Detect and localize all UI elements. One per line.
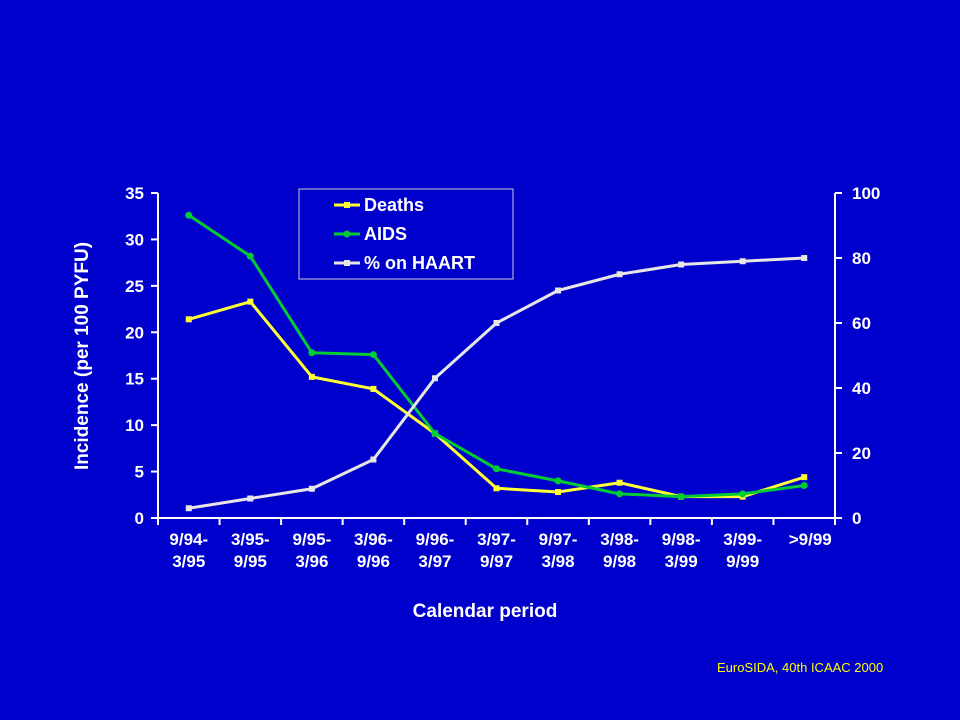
data-point xyxy=(185,316,192,323)
data-point xyxy=(678,261,685,268)
chart-axes: 0 5 10 15 20 25 30 35 0 20 40 60 80 100 9/94- 3/95 3/95-… xyxy=(125,184,880,571)
chart-legend: Deaths AIDS % on HAART xyxy=(298,188,514,280)
y-tick-label: 25 xyxy=(125,277,144,296)
legend-swatch-marker xyxy=(343,230,351,238)
y2-tick-label: 80 xyxy=(852,249,871,268)
data-point xyxy=(493,485,500,492)
data-point xyxy=(739,490,747,498)
x-tick-label: 9/96 xyxy=(357,552,390,571)
y-tick-label: 15 xyxy=(125,370,144,389)
x-tick-label: 9/98- xyxy=(662,530,701,549)
data-point xyxy=(308,485,315,492)
x-tick-label: 9/94- xyxy=(169,530,208,549)
data-point xyxy=(616,479,623,486)
legend-box xyxy=(298,188,514,280)
x-tick-label: 3/95- xyxy=(231,530,270,549)
y2-tick-label: 0 xyxy=(852,509,861,528)
data-point xyxy=(370,456,377,463)
source-note: EuroSIDA, 40th ICAAC 2000 xyxy=(717,660,884,675)
x-tick-label: 3/97 xyxy=(418,552,451,571)
x-tick-label: 3/96 xyxy=(295,552,328,571)
y-tick-label: 10 xyxy=(125,416,144,435)
x-tick-label: 9/95- xyxy=(292,530,331,549)
data-point xyxy=(616,490,624,498)
y-tick-label: 20 xyxy=(125,323,144,342)
data-point xyxy=(739,258,746,265)
data-point xyxy=(431,430,439,437)
x-tick-label: 3/98- xyxy=(600,530,639,549)
legend-swatch-marker xyxy=(344,202,350,208)
data-point xyxy=(185,505,192,512)
series-line-aids xyxy=(187,214,805,499)
x-tick-label: 3/99- xyxy=(723,530,762,549)
x-tick-label: 9/99 xyxy=(726,552,759,571)
data-point xyxy=(801,474,808,481)
data-point xyxy=(555,287,562,294)
data-point xyxy=(247,298,254,305)
data-point xyxy=(554,477,562,485)
data-point xyxy=(801,255,808,261)
y2-tick-label: 100 xyxy=(852,184,880,203)
x-tick-label: 9/97 xyxy=(480,552,513,571)
x-axis-title: Calendar period xyxy=(413,601,558,622)
data-point xyxy=(493,320,500,326)
legend-label: AIDS xyxy=(364,224,407,244)
x-tick-label: 3/95 xyxy=(172,552,205,571)
y-tick-label: 0 xyxy=(135,509,144,528)
x-tick-label: 3/96- xyxy=(354,530,393,549)
y-tick-label: 5 xyxy=(135,463,144,482)
x-tick-label: 9/97- xyxy=(539,530,578,549)
y-tick-label: 30 xyxy=(125,230,144,249)
data-point xyxy=(247,495,254,502)
x-tick-label: >9/99 xyxy=(789,530,832,549)
x-tick-label: 9/98 xyxy=(603,552,636,571)
data-point xyxy=(369,351,377,359)
legend-label: Deaths xyxy=(364,195,424,215)
x-tick-label: 3/99 xyxy=(665,552,698,571)
y2-tick-label: 20 xyxy=(852,444,871,463)
y2-tick-label: 40 xyxy=(852,379,871,398)
x-tick-label: 9/95 xyxy=(234,552,267,571)
data-point xyxy=(493,465,500,473)
data-point xyxy=(616,271,623,278)
data-point xyxy=(246,252,254,260)
y-tick-label: 35 xyxy=(125,184,144,203)
x-tick-label: 9/96- xyxy=(416,530,455,549)
data-point xyxy=(677,493,685,501)
x-tick-label: 3/98 xyxy=(541,552,574,571)
data-point xyxy=(555,489,562,495)
data-point xyxy=(185,211,193,219)
data-point xyxy=(308,373,315,380)
data-point xyxy=(431,375,438,382)
data-point xyxy=(308,349,316,357)
data-point xyxy=(370,385,377,392)
y-axis-title: Incidence (per 100 PYFU) xyxy=(72,242,93,470)
legend-swatch-marker xyxy=(344,260,350,266)
y2-tick-label: 60 xyxy=(852,314,871,333)
x-tick-label: 3/97- xyxy=(477,530,516,549)
chart-series xyxy=(185,211,808,512)
legend-label: % on HAART xyxy=(364,253,475,273)
data-point xyxy=(800,482,808,489)
